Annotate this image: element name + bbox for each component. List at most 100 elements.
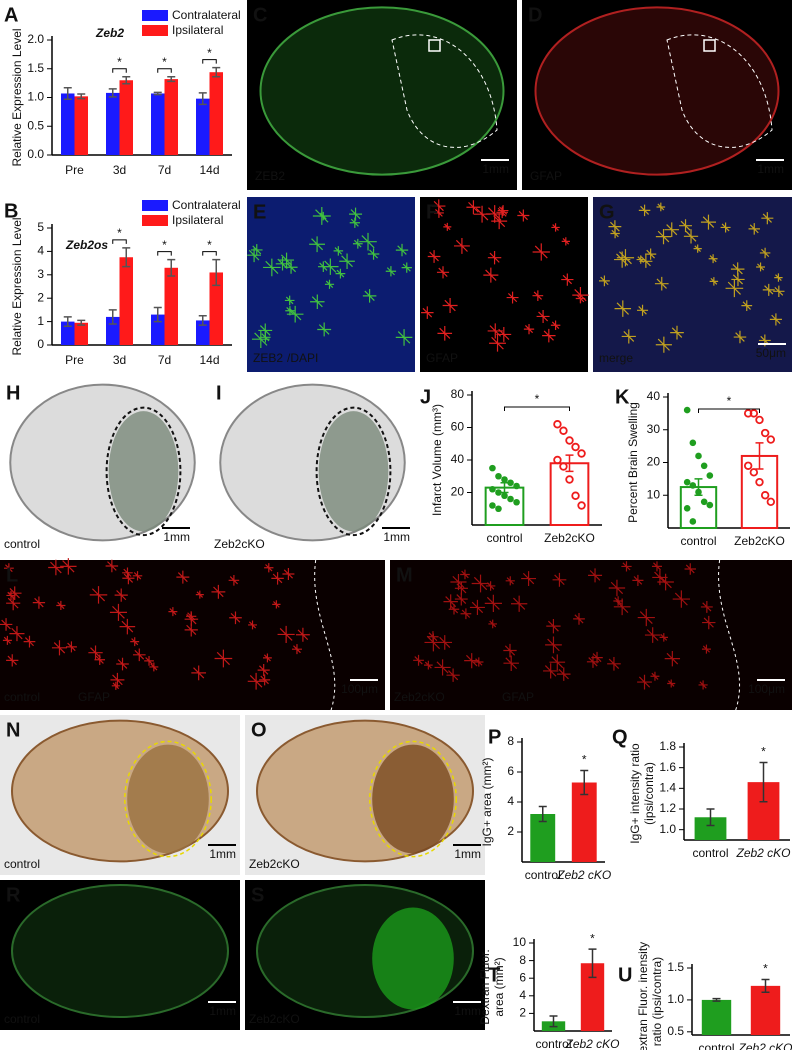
data-point xyxy=(489,502,496,509)
bar xyxy=(750,985,781,1035)
cell xyxy=(693,244,702,253)
cell xyxy=(672,590,690,608)
x-tick-label: 7d xyxy=(158,163,171,177)
data-point xyxy=(501,492,508,500)
cell xyxy=(309,236,325,253)
cell xyxy=(756,262,765,272)
lesion-outline xyxy=(105,406,182,537)
inset-box xyxy=(428,39,441,52)
cell xyxy=(317,322,332,337)
lesion xyxy=(318,411,389,532)
image-background xyxy=(0,560,385,710)
cell xyxy=(105,559,119,573)
panel-letter: P xyxy=(488,726,501,748)
cell xyxy=(295,627,310,642)
error-bar xyxy=(580,769,589,796)
legend-swatch xyxy=(142,10,168,21)
y-tick-label: 5 xyxy=(37,220,44,234)
error-bar xyxy=(755,442,764,470)
cell xyxy=(272,600,281,609)
significance-star: * xyxy=(761,745,766,759)
cell xyxy=(88,645,103,660)
cell xyxy=(437,326,453,341)
cell xyxy=(259,674,271,686)
image-label: ZEB2 xyxy=(253,351,283,365)
cell xyxy=(7,586,22,601)
cell xyxy=(657,573,674,591)
cell xyxy=(588,568,603,583)
significance-star: * xyxy=(117,55,122,69)
bar xyxy=(694,817,727,840)
x-tick-label: Zeb2 cKO xyxy=(737,1041,792,1050)
cell xyxy=(359,232,377,251)
x-tick-label: Pre xyxy=(65,163,84,177)
cell xyxy=(32,596,46,609)
bar xyxy=(106,92,120,155)
cell xyxy=(774,273,783,282)
border-line xyxy=(314,559,336,711)
image-background xyxy=(420,197,588,372)
bar xyxy=(701,999,732,1035)
cell xyxy=(149,662,159,672)
cell xyxy=(60,558,77,575)
cell xyxy=(700,600,713,613)
y-tick-label: 6 xyxy=(507,764,514,778)
cell xyxy=(487,323,503,339)
y-tick-label: 1.0 xyxy=(667,992,684,1006)
cell xyxy=(607,656,621,671)
y-axis-label: Relative Expression Level xyxy=(10,217,24,355)
cell xyxy=(184,612,199,626)
x-tick-label: control xyxy=(680,534,716,548)
y-tick-label: 1.4 xyxy=(659,781,676,795)
cell xyxy=(349,207,363,221)
data-point xyxy=(755,477,764,487)
bar xyxy=(119,80,133,155)
image-label: GFAP xyxy=(426,351,458,365)
cell xyxy=(708,254,718,264)
cell xyxy=(701,644,711,654)
image-label: Zeb2cKO xyxy=(249,1012,300,1026)
cell xyxy=(599,275,610,287)
cell xyxy=(505,576,515,586)
cell xyxy=(561,237,570,246)
data-point xyxy=(689,482,697,489)
data-point xyxy=(760,428,770,438)
significance-star: * xyxy=(207,238,212,252)
legend-label: Ipsilateral xyxy=(172,213,223,227)
lesion xyxy=(372,907,454,1010)
cell xyxy=(654,276,669,291)
panel-letter: I xyxy=(216,382,222,404)
cell xyxy=(683,229,699,244)
data-point xyxy=(755,415,764,425)
cell xyxy=(700,214,717,230)
image-panel: D GFAP 1mm xyxy=(522,0,792,190)
cell xyxy=(655,228,672,245)
error-bar xyxy=(212,66,221,78)
y-tick-label: 60 xyxy=(451,420,465,434)
cell xyxy=(352,238,363,249)
data-point xyxy=(706,501,714,509)
significance-bracket xyxy=(112,239,127,244)
cell xyxy=(248,620,257,630)
cell xyxy=(550,320,561,330)
cell xyxy=(698,680,708,690)
cell xyxy=(339,253,355,270)
cell xyxy=(506,291,519,304)
cell xyxy=(545,636,562,654)
data-point xyxy=(559,462,568,471)
data-point xyxy=(695,488,702,496)
bar xyxy=(196,98,210,155)
data-point xyxy=(565,475,574,484)
cell xyxy=(130,637,140,647)
cell xyxy=(632,574,644,586)
image-label: ZEB2 xyxy=(255,169,285,183)
image-label: 100μm xyxy=(341,682,378,696)
cell xyxy=(762,283,775,296)
y-axis-label: Relative Expression Level xyxy=(10,28,24,166)
cell xyxy=(312,207,331,225)
image-label: Zeb2cKO xyxy=(394,690,445,704)
panel-letter: O xyxy=(251,719,267,741)
